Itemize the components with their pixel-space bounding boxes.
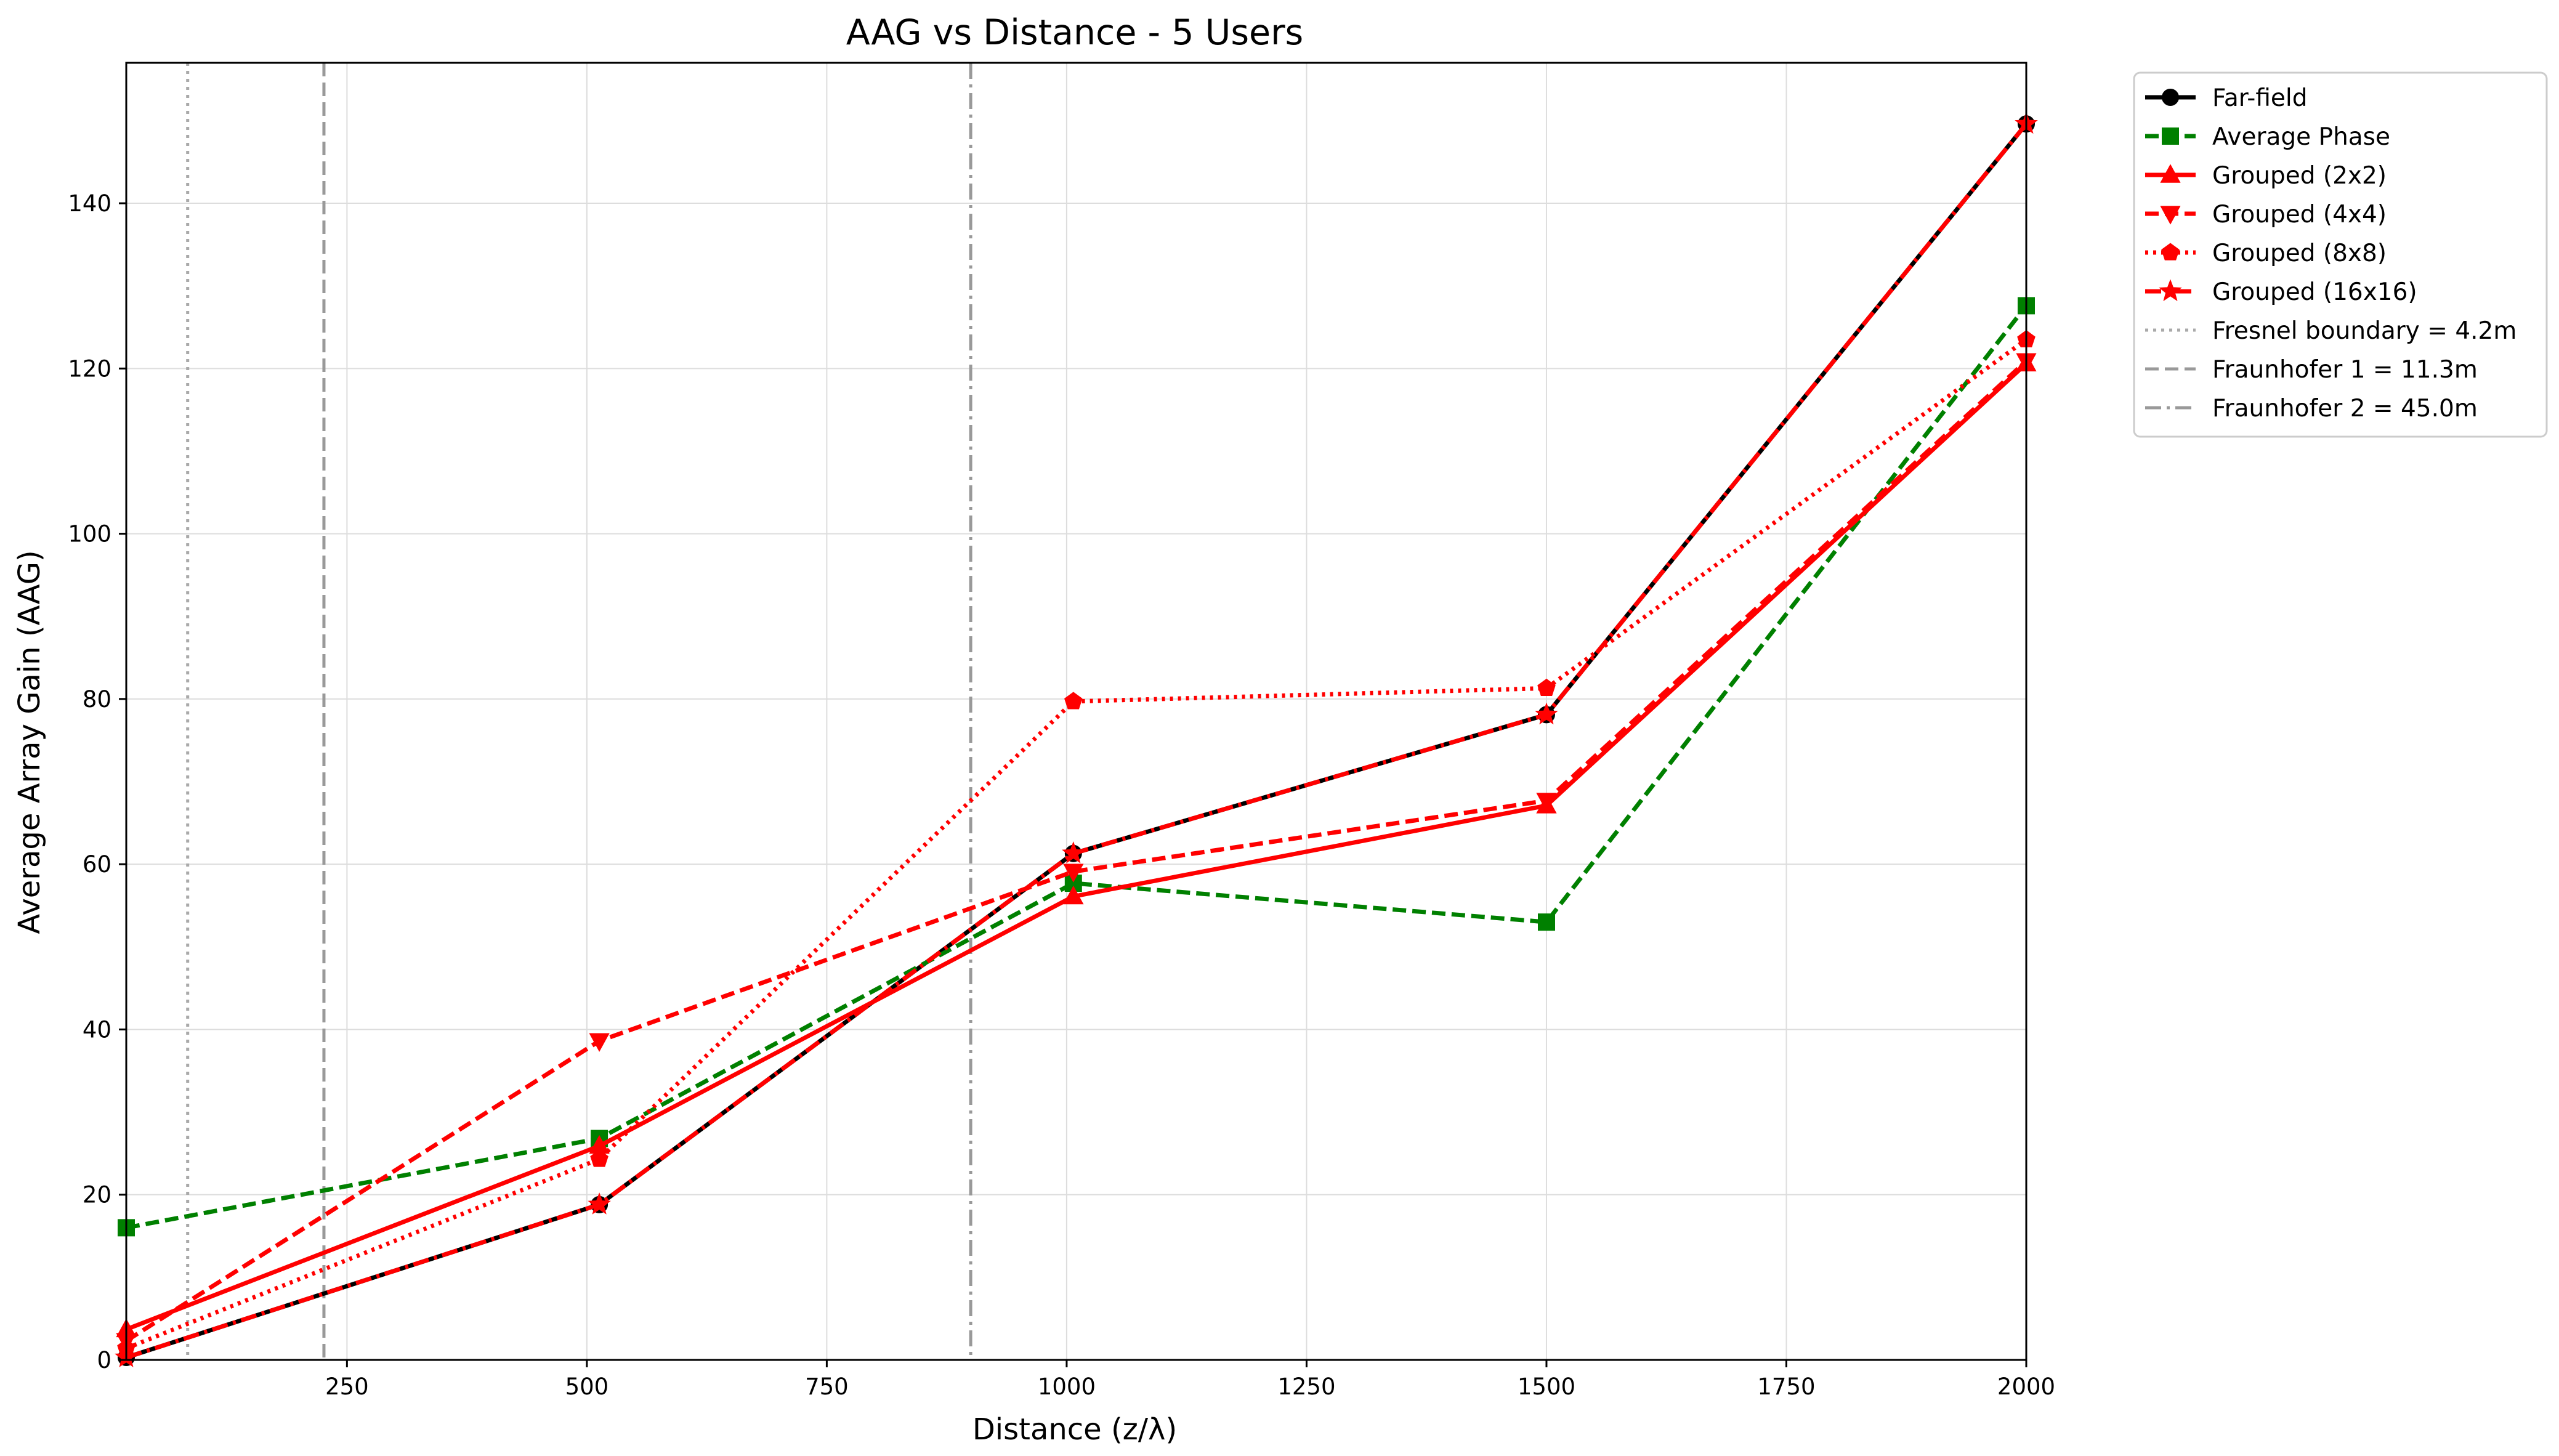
data-point-grouped-2x2-2: [1063, 885, 1084, 905]
data-point-grouped-16x16-2: [1062, 841, 1085, 863]
legend-entry-grouped-8x8: Grouped (8x8): [2145, 240, 2387, 267]
reference-lines: [186, 63, 972, 1360]
x-tick-label-4: 1250: [1277, 1373, 1335, 1400]
y-tick-label-5: 100: [68, 521, 111, 548]
legend-swatch-marker: [2162, 127, 2179, 145]
legend: Far-field Average Phase Grouped (2x2) Group…: [2133, 71, 2548, 438]
legend-entry-grouped-16x16: Grouped (16x16): [2145, 278, 2417, 306]
y-tick-label-0: 0: [97, 1347, 111, 1373]
legend-entry-fraunhofer-2-45-0m: Fraunhofer 2 = 45.0m: [2145, 395, 2478, 423]
legend-swatch-marker: [2159, 279, 2182, 302]
series-line-grouped-4x4: [125, 359, 2028, 1343]
x-tick-label-7: 2000: [1997, 1373, 2055, 1400]
y-tick-label-1: 20: [83, 1182, 111, 1208]
data-point-average-phase-3: [1538, 913, 1555, 931]
chart-title: AAG vs Distance - 5 Users: [846, 12, 1303, 53]
legend-label: Grouped (8x8): [2212, 240, 2387, 267]
x-tick-label-2: 750: [805, 1373, 849, 1400]
legend-entry-grouped-2x2: Grouped (2x2): [2145, 162, 2387, 190]
legend-box: [2133, 71, 2548, 438]
legend-swatch-marker: [2162, 89, 2179, 106]
y-tick-label-2: 40: [83, 1016, 111, 1043]
legend-label: Far-field: [2212, 84, 2308, 112]
legend-label: Grouped (4x4): [2212, 201, 2387, 229]
data-point-grouped-16x16-1: [588, 1192, 611, 1215]
legend-label: Average Phase: [2212, 123, 2390, 151]
legend-swatch-marker: [2161, 243, 2180, 261]
legend-label: Fraunhofer 1 = 11.3m: [2212, 356, 2478, 384]
data-point-grouped-4x4-2: [1063, 863, 1084, 883]
y-tick-label-4: 80: [83, 686, 111, 713]
y-tick-label-6: 120: [68, 355, 111, 382]
plot-frame: [125, 62, 2027, 1361]
legend-label: Grouped (2x2): [2212, 162, 2387, 190]
legend-label: Grouped (16x16): [2212, 278, 2417, 306]
x-tick-label-6: 1750: [1757, 1373, 1815, 1400]
data-point-grouped-16x16-3: [1535, 702, 1558, 725]
x-tick-label-5: 1500: [1518, 1373, 1575, 1400]
y-tick-label-7: 140: [68, 190, 111, 217]
legend-entry-fresnel-boundary-4-2m: Fresnel boundary = 4.2m: [2145, 317, 2517, 345]
x-axis-title: Distance (z/λ): [972, 1412, 1177, 1447]
x-tick-label-3: 1000: [1038, 1373, 1096, 1400]
data-point-grouped-8x8-1: [590, 1149, 608, 1167]
legend-swatch-marker: [2160, 206, 2181, 225]
legend-swatch-marker: [2160, 164, 2181, 183]
data-point-grouped-8x8-2: [1064, 692, 1083, 710]
x-tick-label-1: 500: [565, 1373, 609, 1400]
series-lines: [115, 111, 2038, 1367]
data-point-grouped-8x8-3: [1537, 678, 1556, 696]
y-tick-label-3: 60: [83, 851, 111, 878]
data-point-grouped-4x4-3: [1536, 793, 1557, 812]
y-axis-title: Average Array Gain (AAG): [12, 550, 47, 934]
data-point-grouped-4x4-1: [589, 1033, 610, 1052]
legend-entry-average-phase: Average Phase: [2145, 123, 2390, 151]
x-tick-label-0: 250: [325, 1373, 369, 1400]
legend-entry-far-field: Far-field: [2145, 84, 2308, 112]
legend-entry-grouped-4x4: Grouped (4x4): [2145, 201, 2387, 229]
legend-entry-fraunhofer-1-11-3m: Fraunhofer 1 = 11.3m: [2145, 356, 2478, 384]
series-line-average-phase: [126, 304, 2028, 1230]
series-grouped-4x4: [116, 353, 2037, 1352]
legend-label: Fresnel boundary = 4.2m: [2212, 317, 2517, 345]
legend-label: Fraunhofer 2 = 45.0m: [2212, 395, 2478, 423]
axes: 250 500 750 1000 1250 1500 1750 2000 0 20 40 60 80 10…: [68, 62, 2055, 1400]
